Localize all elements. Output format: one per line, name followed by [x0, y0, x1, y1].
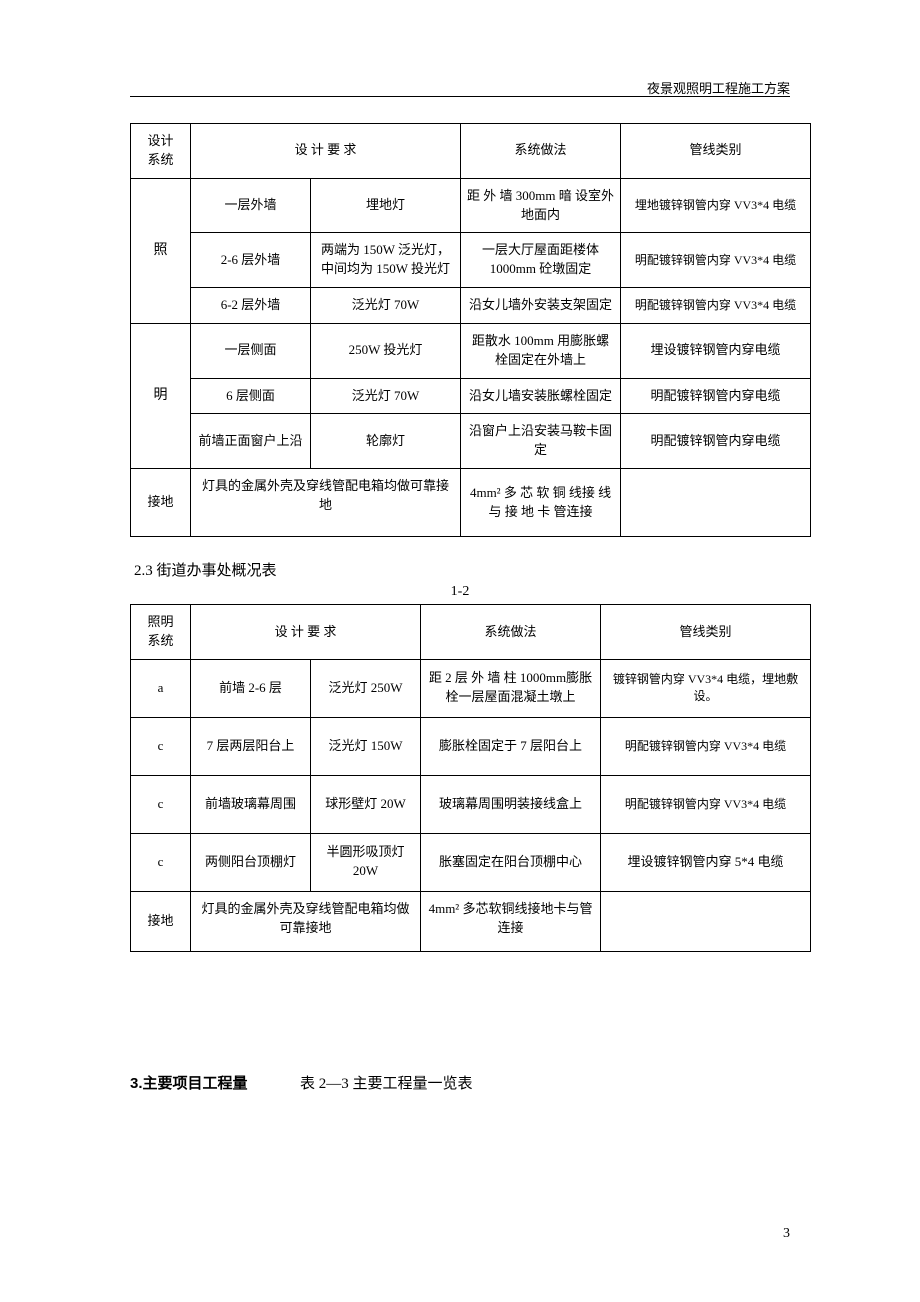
cell: 明配镀锌钢管内穿 VV3*4 电缆 — [621, 233, 811, 288]
cell: 埋地镀锌钢管内穿 VV3*4 电缆 — [621, 178, 811, 233]
cell: 埋设镀锌钢管内穿 5*4 电缆 — [601, 833, 811, 891]
page-header-title: 夜景观照明工程施工方案 — [647, 78, 790, 97]
th-method: 系统做法 — [461, 124, 621, 179]
cell-ground-desc: 灯具的金属外壳及穿线管配电箱均做可靠接地 — [191, 891, 421, 951]
vertical-label-1: 照 — [131, 178, 191, 323]
cell: 沿女儿墙外安装支架固定 — [461, 288, 621, 324]
cell: 半圆形吸顶灯20W — [311, 833, 421, 891]
cell: 距 2 层 外 墙 柱 1000mm膨胀栓一层屋面混凝土墩上 — [421, 659, 601, 717]
cell: 泛光灯 70W — [311, 378, 461, 414]
th-pipe: 管线类别 — [621, 124, 811, 179]
th-req: 设 计 要 求 — [191, 124, 461, 179]
table2-index-label: 1-2 — [130, 584, 790, 600]
table-header-row: 设计 系统 设 计 要 求 系统做法 管线类别 — [131, 124, 811, 179]
table-row: 2-6 层外墙 两端为 150W 泛光灯，中间均为 150W 投光灯 一层大厅屋… — [131, 233, 811, 288]
cell: 泛光灯 70W — [311, 288, 461, 324]
cell: 膨胀栓固定于 7 层阳台上 — [421, 717, 601, 775]
th-system: 设计 系统 — [131, 124, 191, 179]
th-pipe: 管线类别 — [601, 605, 811, 660]
cell: 沿窗户上沿安装马鞍卡固定 — [461, 414, 621, 469]
spec-table-2: 照明 系统 设 计 要 求 系统做法 管线类别 a 前墙 2-6 层 泛光灯 2… — [130, 604, 811, 952]
cell: 6 层侧面 — [191, 378, 311, 414]
cell: 7 层两层阳台上 — [191, 717, 311, 775]
cell: 沿女儿墙安装胀螺栓固定 — [461, 378, 621, 414]
table-row: 照 一层外墙 埋地灯 距 外 墙 300mm 暗 设室外地面内 埋地镀锌钢管内穿… — [131, 178, 811, 233]
cell: 埋地灯 — [311, 178, 461, 233]
table-row: 6-2 层外墙 泛光灯 70W 沿女儿墙外安装支架固定 明配镀锌钢管内穿 VV3… — [131, 288, 811, 324]
table-row: a 前墙 2-6 层 泛光灯 250W 距 2 层 外 墙 柱 1000mm膨胀… — [131, 659, 811, 717]
table-row: 明 一层侧面 250W 投光灯 距散水 100mm 用膨胀螺栓固定在外墙上 埋设… — [131, 323, 811, 378]
cell: c — [131, 775, 191, 833]
cell-ground-method: 4mm² 多芯软铜线接地卡与管连接 — [421, 891, 601, 951]
cell: 一层大厅屋面距楼体1000mm 砼墩固定 — [461, 233, 621, 288]
table-row: c 7 层两层阳台上 泛光灯 150W 膨胀栓固定于 7 层阳台上 明配镀锌钢管… — [131, 717, 811, 775]
cell-empty — [621, 469, 811, 537]
table-header-row: 照明 系统 设 计 要 求 系统做法 管线类别 — [131, 605, 811, 660]
cell: 距散水 100mm 用膨胀螺栓固定在外墙上 — [461, 323, 621, 378]
section-title-2-3: 2.3 街道办事处概况表 — [134, 559, 790, 580]
cell: 两端为 150W 泛光灯，中间均为 150W 投光灯 — [311, 233, 461, 288]
cell: 前墙 2-6 层 — [191, 659, 311, 717]
section-3-title: 3.主要项目工程量 表 2—3 主要工程量一览表 — [130, 1072, 790, 1093]
cell: 一层外墙 — [191, 178, 311, 233]
table-row: 前墙正面窗户上沿 轮廓灯 沿窗户上沿安装马鞍卡固定 明配镀锌钢管内穿电缆 — [131, 414, 811, 469]
cell-ground-desc: 灯具的金属外壳及穿线管配电箱均做可靠接地 — [191, 469, 461, 537]
cell: 一层侧面 — [191, 323, 311, 378]
cell: 轮廓灯 — [311, 414, 461, 469]
table-row: c 两侧阳台顶棚灯 半圆形吸顶灯20W 胀塞固定在阳台顶棚中心 埋设镀锌钢管内穿… — [131, 833, 811, 891]
cell: 球形壁灯 20W — [311, 775, 421, 833]
cell: 明配镀锌钢管内穿电缆 — [621, 414, 811, 469]
cell-ground-method: 4mm² 多 芯 软 铜 线接 线 与 接 地 卡 管连接 — [461, 469, 621, 537]
cell: a — [131, 659, 191, 717]
cell: 玻璃幕周围明装接线盒上 — [421, 775, 601, 833]
cell-ground-label: 接地 — [131, 891, 191, 951]
cell: 明配镀锌钢管内穿电缆 — [621, 378, 811, 414]
cell: 明配镀锌钢管内穿 VV3*4 电缆 — [621, 288, 811, 324]
cell: c — [131, 833, 191, 891]
page-number: 3 — [783, 1226, 790, 1242]
table-row: c 前墙玻璃幕周围 球形壁灯 20W 玻璃幕周围明装接线盒上 明配镀锌钢管内穿 … — [131, 775, 811, 833]
cell-empty — [601, 891, 811, 951]
cell: 泛光灯 150W — [311, 717, 421, 775]
table-row: 6 层侧面 泛光灯 70W 沿女儿墙安装胀螺栓固定 明配镀锌钢管内穿电缆 — [131, 378, 811, 414]
cell: 明配镀锌钢管内穿 VV3*4 电缆 — [601, 717, 811, 775]
cell: 明配镀锌钢管内穿 VV3*4 电缆 — [601, 775, 811, 833]
th-req: 设 计 要 求 — [191, 605, 421, 660]
cell: 镀锌钢管内穿 VV3*4 电缆，埋地敷设。 — [601, 659, 811, 717]
spec-table-1: 设计 系统 设 计 要 求 系统做法 管线类别 照 一层外墙 埋地灯 距 外 墙… — [130, 123, 811, 537]
section-3-rest: 表 2—3 主要工程量一览表 — [300, 1076, 473, 1092]
table-row-ground: 接地 灯具的金属外壳及穿线管配电箱均做可靠接地 4mm² 多 芯 软 铜 线接 … — [131, 469, 811, 537]
cell: 2-6 层外墙 — [191, 233, 311, 288]
cell: 前墙玻璃幕周围 — [191, 775, 311, 833]
cell: 胀塞固定在阳台顶棚中心 — [421, 833, 601, 891]
cell: 两侧阳台顶棚灯 — [191, 833, 311, 891]
th-system: 照明 系统 — [131, 605, 191, 660]
cell: 距 外 墙 300mm 暗 设室外地面内 — [461, 178, 621, 233]
table-row-ground: 接地 灯具的金属外壳及穿线管配电箱均做可靠接地 4mm² 多芯软铜线接地卡与管连… — [131, 891, 811, 951]
cell: 250W 投光灯 — [311, 323, 461, 378]
cell: 埋设镀锌钢管内穿电缆 — [621, 323, 811, 378]
section-3-bold: 3.主要项目工程量 — [130, 1075, 248, 1092]
cell: 泛光灯 250W — [311, 659, 421, 717]
cell-ground-label: 接地 — [131, 469, 191, 537]
th-method: 系统做法 — [421, 605, 601, 660]
cell: 前墙正面窗户上沿 — [191, 414, 311, 469]
cell: c — [131, 717, 191, 775]
cell: 6-2 层外墙 — [191, 288, 311, 324]
vertical-label-2: 明 — [131, 323, 191, 468]
